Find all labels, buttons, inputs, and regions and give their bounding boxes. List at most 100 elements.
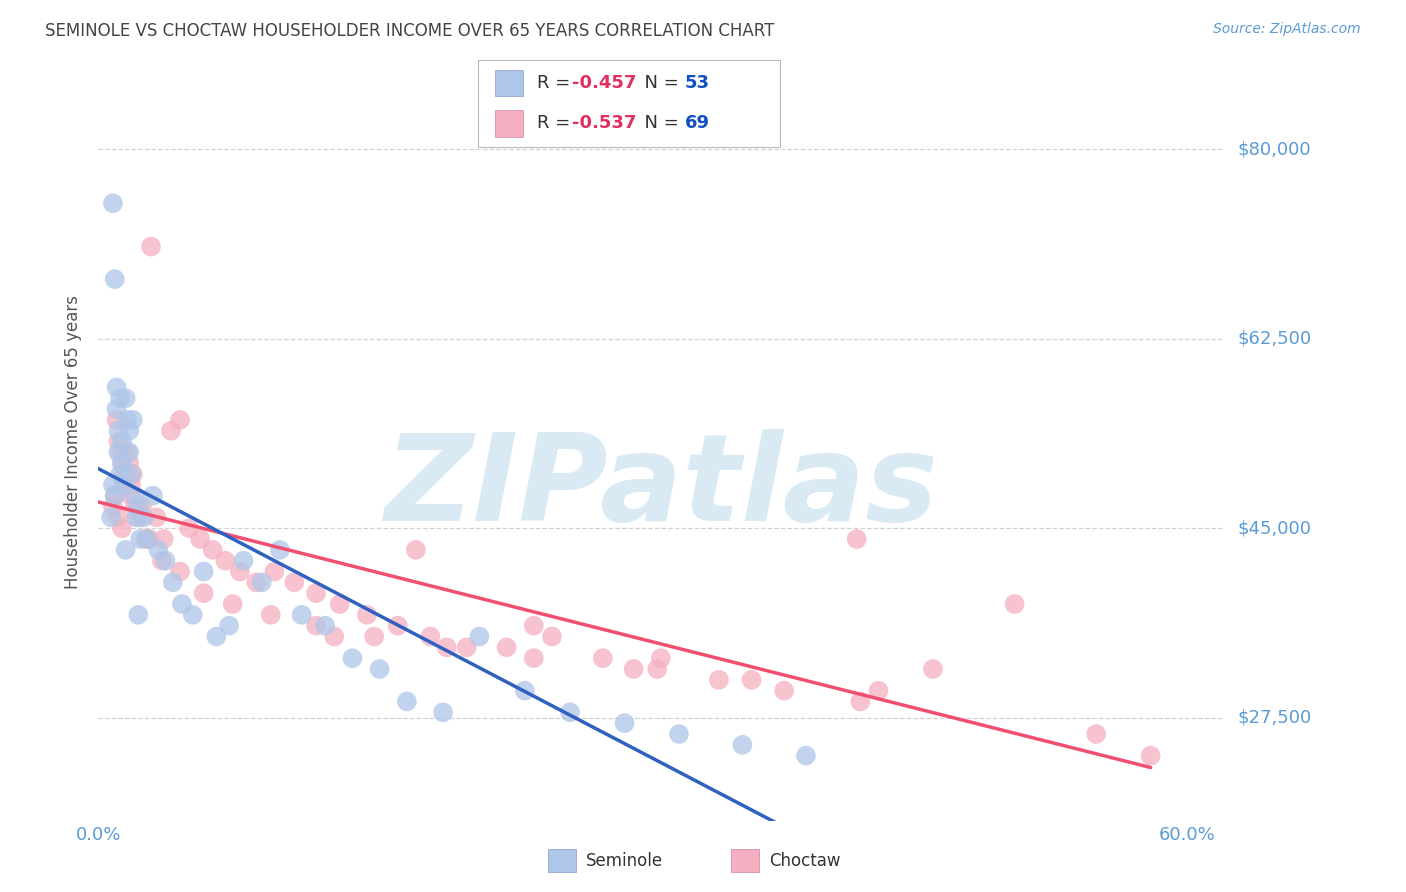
Point	[405, 542, 427, 557]
Point	[201, 542, 224, 557]
Text: -0.457: -0.457	[572, 74, 637, 92]
Point	[305, 586, 328, 600]
Point	[162, 575, 184, 590]
Point	[269, 542, 291, 557]
Text: $45,000: $45,000	[1237, 519, 1312, 537]
Point	[263, 565, 285, 579]
Point	[105, 413, 128, 427]
Point	[117, 445, 139, 459]
Point	[127, 500, 149, 514]
Point	[129, 532, 152, 546]
Text: 69: 69	[685, 114, 710, 132]
Point	[329, 597, 352, 611]
Point	[114, 542, 136, 557]
Point	[613, 716, 636, 731]
Point	[118, 456, 141, 470]
Text: N =: N =	[633, 74, 685, 92]
Point	[650, 651, 672, 665]
Point	[111, 434, 134, 449]
Point	[356, 607, 378, 622]
Point	[342, 651, 364, 665]
Point	[260, 607, 283, 622]
Point	[188, 532, 211, 546]
Point	[436, 640, 458, 655]
Point	[127, 510, 149, 524]
Point	[193, 565, 215, 579]
Point	[117, 413, 139, 427]
Text: Seminole: Seminole	[586, 852, 664, 870]
Point	[145, 510, 167, 524]
Text: Choctaw: Choctaw	[769, 852, 841, 870]
Text: -0.537: -0.537	[572, 114, 637, 132]
Point	[114, 478, 136, 492]
Point	[849, 694, 872, 708]
Text: 53: 53	[685, 74, 710, 92]
Point	[363, 630, 385, 644]
Point	[468, 630, 491, 644]
Point	[160, 424, 183, 438]
Point	[120, 467, 142, 481]
Point	[148, 542, 170, 557]
Point	[214, 554, 236, 568]
Point	[395, 694, 418, 708]
Y-axis label: Householder Income Over 65 years: Householder Income Over 65 years	[65, 294, 83, 589]
Point	[108, 391, 131, 405]
Point	[114, 391, 136, 405]
Point	[773, 683, 796, 698]
Point	[136, 532, 159, 546]
Point	[108, 445, 131, 459]
Point	[495, 640, 517, 655]
Point	[558, 706, 581, 720]
Point	[868, 683, 890, 698]
Point	[387, 618, 409, 632]
Point	[283, 575, 305, 590]
Point	[111, 521, 134, 535]
Text: R =: R =	[537, 114, 576, 132]
Point	[731, 738, 754, 752]
Point	[305, 618, 328, 632]
Point	[741, 673, 763, 687]
Point	[245, 575, 267, 590]
Point	[101, 478, 124, 492]
Point	[250, 575, 273, 590]
Point	[922, 662, 945, 676]
Point	[232, 554, 254, 568]
Point	[513, 683, 536, 698]
Point	[181, 607, 204, 622]
Point	[1139, 748, 1161, 763]
Point	[139, 239, 162, 253]
Text: $27,500: $27,500	[1237, 709, 1312, 727]
Point	[124, 500, 146, 514]
Point	[131, 500, 153, 514]
Point	[623, 662, 645, 676]
Text: $80,000: $80,000	[1237, 140, 1310, 158]
Point	[456, 640, 478, 655]
Point	[132, 510, 155, 524]
Point	[112, 478, 135, 492]
Point	[193, 586, 215, 600]
Point	[108, 467, 131, 481]
Point	[124, 489, 146, 503]
Point	[104, 489, 127, 503]
Point	[419, 630, 441, 644]
Point	[107, 510, 129, 524]
Point	[668, 727, 690, 741]
Point	[138, 532, 160, 546]
Point	[122, 413, 145, 427]
Point	[707, 673, 730, 687]
Point	[101, 500, 124, 514]
Point	[118, 445, 141, 459]
Point	[314, 618, 336, 632]
Point	[523, 618, 546, 632]
Point	[541, 630, 564, 644]
Point	[111, 456, 134, 470]
Point	[120, 489, 142, 503]
Point	[118, 424, 141, 438]
Point	[169, 413, 191, 427]
Point	[125, 510, 148, 524]
Point	[169, 565, 191, 579]
Point	[645, 662, 668, 676]
Point	[122, 467, 145, 481]
Point	[592, 651, 614, 665]
Text: N =: N =	[633, 114, 685, 132]
